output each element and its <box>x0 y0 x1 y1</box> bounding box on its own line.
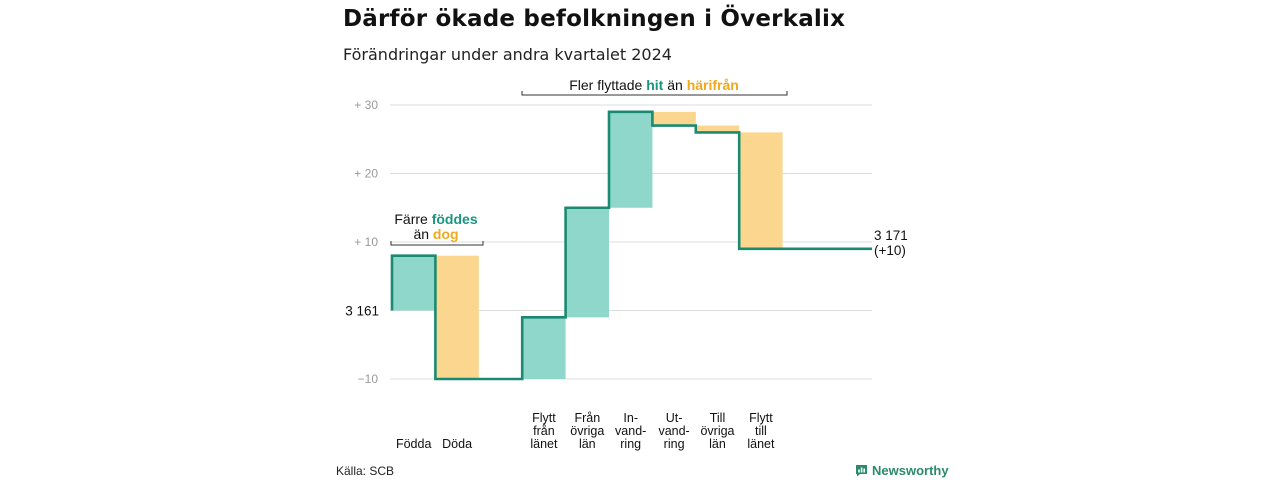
x-tick-label: vand- <box>658 424 689 438</box>
x-tick-label: Döda <box>442 437 472 451</box>
cumulative-step-line <box>390 110 872 381</box>
waterfall-bar <box>565 207 609 318</box>
x-tick-label: län <box>709 437 726 451</box>
x-tick-label: ring <box>664 437 685 451</box>
waterfall-bar <box>652 111 696 126</box>
newsworthy-logo: Newsworthy <box>855 463 949 478</box>
x-tick-label: Flytt <box>532 411 556 425</box>
waterfall-bar <box>695 125 740 133</box>
waterfall-bar <box>392 255 436 311</box>
x-tick-label: ring <box>620 437 641 451</box>
annotation-left-line1: Färre föddes <box>394 211 477 227</box>
x-tick-label: In- <box>623 411 638 425</box>
x-tick-label: Födda <box>396 437 431 451</box>
y-tick-label: −10 <box>358 372 379 386</box>
annotation-right: Fler flyttade hit än härifrån <box>569 77 739 93</box>
chart-subtitle: Förändringar under andra kvartalet 2024 <box>343 45 672 64</box>
x-tick-label: övriga <box>700 424 734 438</box>
waterfall-bar <box>739 132 783 249</box>
annotation-left-bracket <box>390 241 484 246</box>
x-tick-label: län <box>579 437 596 451</box>
y-tick-label: + 20 <box>354 167 378 181</box>
start-value-label: 3 161 <box>345 304 379 319</box>
x-tick-label: länet <box>530 437 558 451</box>
source-note: Källa: SCB <box>336 464 395 478</box>
x-tick-label: vand- <box>615 424 646 438</box>
annotation-left-line2: än dog <box>413 226 458 242</box>
end-value-label: 3 171 <box>874 228 908 243</box>
chart-title: Därför ökade befolkningen i Överkalix <box>343 6 846 32</box>
waterfall-bar <box>435 255 479 379</box>
newsworthy-icon <box>856 465 867 477</box>
y-tick-label: + 30 <box>354 98 378 112</box>
x-tick-label: Ut- <box>666 411 683 425</box>
x-tick-label: Från <box>574 411 600 425</box>
x-tick-label: Flytt <box>749 411 773 425</box>
x-tick-label: länet <box>747 437 775 451</box>
waterfall-bar <box>609 111 653 208</box>
x-tick-label: Till <box>710 411 726 425</box>
x-tick-label: övriga <box>570 424 604 438</box>
x-tick-label: från <box>533 424 555 438</box>
waterfall-bar <box>522 317 566 379</box>
brand-name: Newsworthy <box>872 463 949 478</box>
end-change-label: (+10) <box>874 243 906 258</box>
annotation-right-bracket <box>521 91 788 96</box>
y-tick-label: + 10 <box>354 235 378 249</box>
x-tick-label: till <box>755 424 767 438</box>
